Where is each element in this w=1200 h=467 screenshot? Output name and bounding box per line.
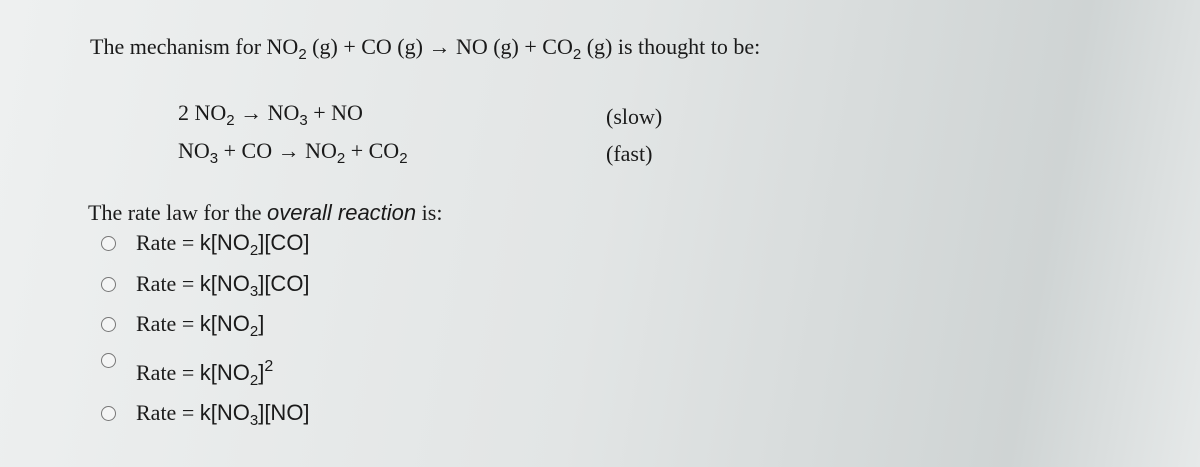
- text-segment: 3: [249, 283, 259, 300]
- text-segment: ][NO]: [258, 400, 310, 425]
- text-segment: (g) + CO (g) → NO (g) + CO: [306, 34, 573, 59]
- option-label[interactable]: Rate = k[NO2]: [136, 311, 265, 340]
- text-segment: Rate =: [136, 311, 200, 336]
- question-prompt: The rate law for the overall reaction is…: [88, 202, 442, 224]
- step-note: (fast): [606, 141, 653, 166]
- text-segment: k[NO: [199, 271, 250, 296]
- text-segment: k[NO: [199, 400, 250, 425]
- text-segment: 2: [226, 112, 235, 129]
- text-segment: 2 NO: [178, 100, 227, 125]
- text-segment: + CO: [345, 138, 400, 163]
- radio-button[interactable]: [101, 406, 116, 421]
- text-segment: ]: [258, 311, 265, 336]
- text-segment: (g) is thought to be:: [581, 34, 761, 59]
- text-segment: Rate =: [136, 230, 200, 255]
- text-segment: is:: [416, 200, 443, 225]
- text-segment: 3: [209, 150, 219, 167]
- option-label[interactable]: Rate = k[NO3][CO]: [136, 271, 310, 300]
- text-segment: 3: [299, 112, 308, 129]
- text-segment: k[NO: [199, 311, 250, 336]
- text-segment: + CO → NO: [218, 138, 337, 163]
- radio-button[interactable]: [101, 353, 116, 368]
- text-segment: + NO: [307, 100, 363, 125]
- text-segment: 2: [572, 46, 582, 63]
- text-segment: k[NO: [199, 230, 250, 255]
- text-segment: k[NO: [199, 360, 250, 385]
- mechanism-step: 2 NO2 → NO3 + NO: [178, 100, 363, 129]
- text-segment: 2: [336, 150, 346, 167]
- text-segment: ][CO]: [258, 271, 310, 296]
- text-segment: Rate =: [136, 400, 200, 425]
- text-segment: 2: [399, 150, 408, 167]
- text-segment: Rate =: [136, 271, 200, 296]
- text-segment: 2: [298, 46, 307, 63]
- text-segment: ]: [258, 360, 265, 385]
- radio-button[interactable]: [101, 317, 116, 332]
- text-segment: 2: [249, 323, 259, 340]
- text-segment: overall reaction: [266, 200, 417, 225]
- question-intro: The mechanism for NO2 (g) + CO (g) → NO …: [90, 34, 761, 63]
- option-label[interactable]: Rate = k[NO3][NO]: [136, 400, 310, 429]
- text-segment: ][CO]: [258, 230, 310, 255]
- option-label[interactable]: Rate = k[NO2][CO]: [136, 230, 310, 259]
- mechanism-step: NO3 + CO → NO2 + CO2: [178, 138, 408, 167]
- option-label[interactable]: Rate = k[NO2]2: [136, 358, 274, 389]
- radio-button[interactable]: [101, 277, 116, 292]
- text-segment: 2: [249, 372, 259, 389]
- step-note: (slow): [606, 104, 663, 129]
- text-segment: Rate =: [136, 360, 200, 385]
- text-segment: The rate law for the: [88, 200, 267, 225]
- text-segment: → NO: [234, 100, 300, 125]
- text-segment: The mechanism for NO: [90, 34, 299, 59]
- text-segment: 2: [249, 242, 259, 259]
- text-segment: NO: [178, 138, 210, 163]
- text-segment: 2: [264, 358, 274, 375]
- text-segment: 3: [249, 412, 259, 429]
- radio-button[interactable]: [101, 236, 116, 251]
